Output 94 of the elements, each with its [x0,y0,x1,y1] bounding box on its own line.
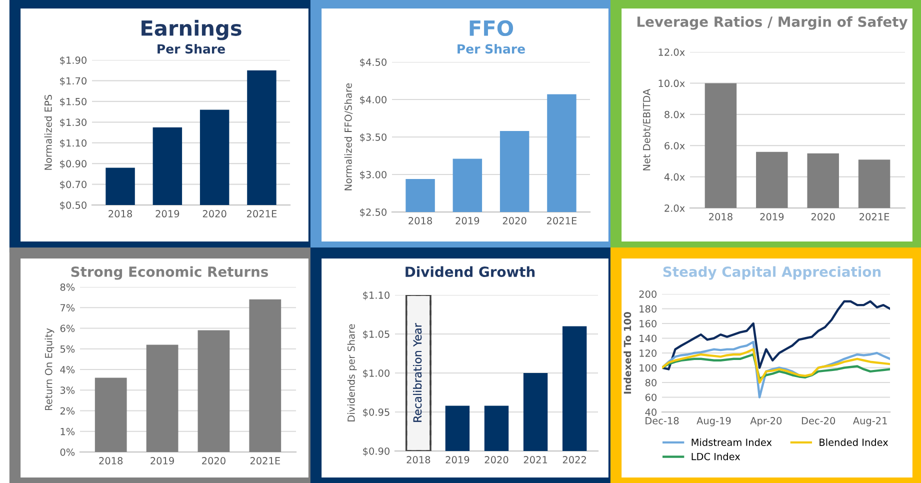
y-tick-label: $4.00 [360,96,386,105]
x-tick-label: 2019 [156,210,180,218]
y-tick-label: $1.10 [363,291,390,300]
y-tick-label: 120 [640,349,656,357]
band-label: Recalibration Year [413,323,422,422]
chart-subtitle: Per Share [458,44,525,54]
line-series [662,300,890,370]
line-series [662,340,890,398]
y-tick-label: $3.50 [360,133,386,142]
chart-title: Strong Economic Returns [71,266,268,280]
x-tick-label: Dec-20 [802,417,836,424]
y-tick-label: $2.50 [360,208,386,218]
x-tick-label: 2021E [250,457,280,464]
y-tick-label: $1.50 [60,98,86,107]
y-tick-label: $1.70 [60,77,86,86]
x-tick-label: Aug-19 [696,417,731,426]
line-series [662,348,890,384]
bar [249,299,282,452]
chart-title: Dividend Growth [406,266,535,278]
y-axis-title: Normalized EPS [44,94,52,170]
y-tick-label: 8.0x [664,110,685,118]
y-tick-label: 4% [60,366,75,374]
y-axis-title: Indexed To 100 [624,312,632,394]
x-tick-label: 2018 [408,217,432,224]
y-tick-label: $1.05 [363,330,390,340]
x-tick-label: 2018 [406,456,430,464]
chart-title: FFO [470,20,514,36]
x-tick-label: 2022 [562,456,586,464]
y-tick-label: 40 [645,408,656,416]
chart-subtitle: Per Share [158,44,225,54]
x-tick-label: 2020 [502,217,526,224]
y-tick-label: 2.0x [664,204,685,212]
x-tick-label: 2019 [760,213,784,220]
y-tick-label: $0.90 [60,160,86,169]
x-tick-label: Dec-18 [646,417,679,424]
y-tick-label: 80 [645,378,656,386]
y-tick-label: 10.0x [658,80,685,88]
y-tick-label: $4.50 [360,58,386,68]
x-tick-label: 2021E [860,213,890,220]
y-tick-label: 0% [60,448,75,456]
y-tick-label: $0.90 [363,447,390,456]
legend-label: Midstream Index [692,438,772,446]
y-axis-title: Dividends per Share [347,324,357,422]
y-tick-label: 12.0x [658,48,685,56]
bar [146,344,178,452]
x-tick-label: 2018 [709,213,732,220]
y-tick-label: 200 [639,290,656,298]
y-tick-label: 4.0x [664,173,685,181]
y-tick-label: $0.50 [60,201,86,210]
y-tick-label: $0.70 [60,180,86,190]
x-tick-label: 2020 [202,457,226,464]
x-tick-label: 2019 [456,217,480,224]
legend-label: Blended Index [820,438,888,446]
y-tick-label: 140 [640,334,656,342]
bar [198,330,230,452]
x-tick-label: 2018 [99,457,123,464]
y-tick-label: 100 [640,364,656,372]
x-tick-label: 2018 [108,210,132,218]
y-tick-label: $1.10 [60,139,86,148]
y-tick-label: 5% [60,345,75,353]
y-axis-title: Return On Equity [44,328,54,410]
x-tick-label: 2021 [524,456,548,464]
y-tick-label: 7% [60,304,75,312]
y-tick-label: 8% [60,283,75,291]
x-tick-label: 2020 [202,210,226,218]
y-tick-label: 3% [60,386,75,394]
y-tick-label: $1.90 [60,56,86,66]
y-tick-label: 2% [60,407,75,415]
x-tick-label: 2020 [811,213,835,220]
x-tick-label: Aug-21 [852,417,887,426]
y-tick-label: $1.00 [363,369,390,378]
x-tick-label: 2019 [446,456,470,464]
y-tick-label: 6% [60,324,75,332]
x-tick-label: 2020 [484,456,508,464]
bar [94,378,127,452]
y-tick-label: 1% [60,428,75,436]
y-tick-label: $0.95 [363,408,390,418]
y-tick-label: 160 [640,320,656,328]
x-tick-label: Apr-20 [750,417,782,426]
x-tick-label: 2019 [150,457,174,464]
chart-title: Steady Capital Appreciation [663,266,881,280]
y-tick-label: $3.00 [360,170,386,180]
legend-label: LDC Index [692,452,740,460]
chart-title: Leverage Ratios / Margin of Safety [637,16,908,30]
line-series [662,353,890,380]
y-tick-label: 180 [640,305,656,313]
y-axis-title: Net Debt/EBITDA [642,88,652,170]
y-tick-label: 6.0x [664,142,685,150]
x-tick-label: 2021E [246,210,277,218]
y-axis-title: Normalized FFO/Share [344,83,353,190]
chart-title: Earnings [142,20,242,40]
x-tick-label: 2021E [546,217,577,224]
y-tick-label: 60 [645,394,656,402]
y-tick-label: $1.30 [60,118,86,128]
